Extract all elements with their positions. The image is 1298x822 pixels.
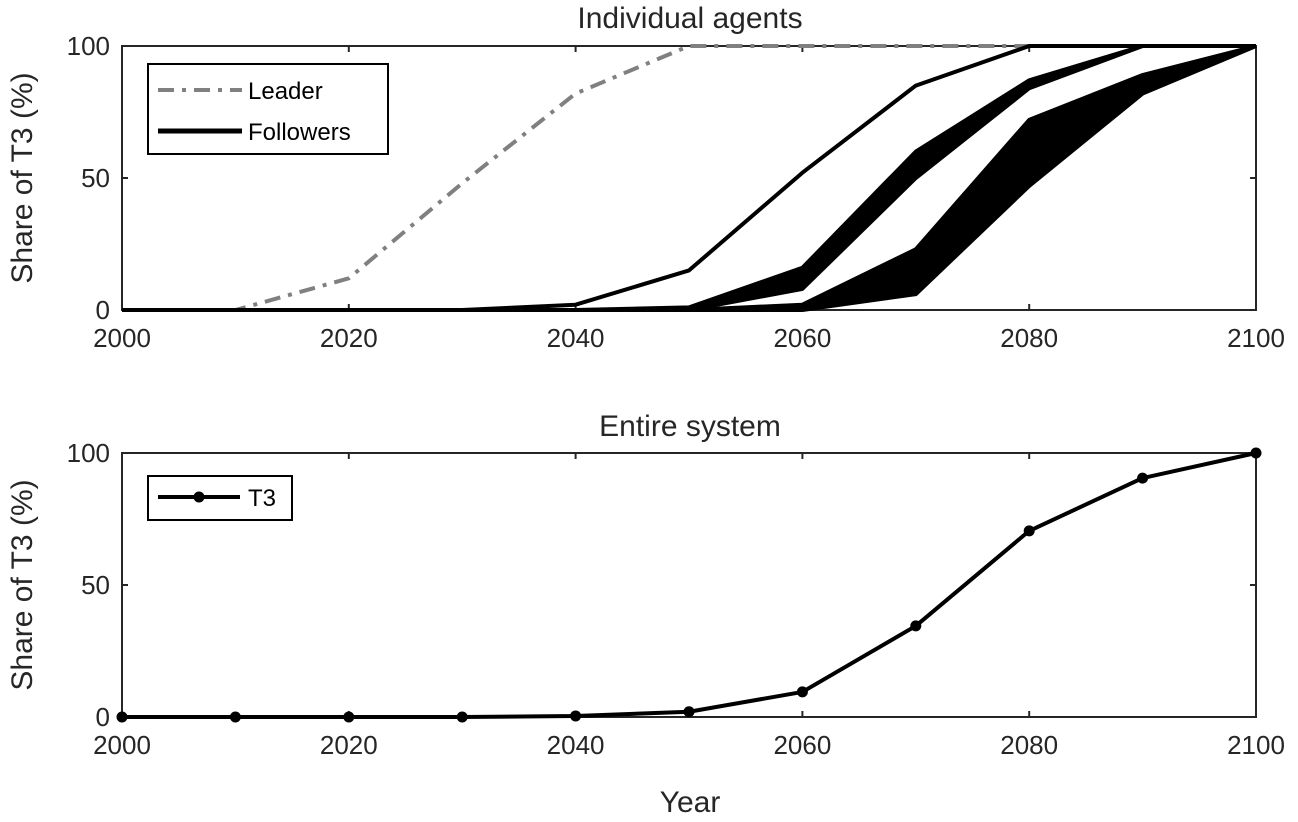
data-point bbox=[570, 710, 582, 722]
panel-entire-system: Entire system Share of T3 (%) Year 2000 2… bbox=[6, 410, 1285, 819]
series-line-followers-6 bbox=[122, 44, 1257, 312]
x-tick-label: 2000 bbox=[93, 730, 151, 760]
legend-marker-t3 bbox=[193, 491, 205, 503]
y-tick-label: 50 bbox=[81, 570, 110, 600]
data-point bbox=[683, 706, 695, 718]
x-tick-label: 2040 bbox=[547, 323, 605, 353]
chart-title: Entire system bbox=[599, 410, 781, 443]
data-point bbox=[229, 711, 241, 723]
legend-box bbox=[147, 63, 389, 155]
x-axis-label: Year bbox=[660, 786, 721, 819]
y-tick-label: 100 bbox=[67, 31, 110, 61]
data-point bbox=[456, 711, 468, 723]
data-point bbox=[910, 620, 922, 632]
x-tick-label: 2000 bbox=[93, 323, 151, 353]
panel-individual-agents: Individual agents Share of T3 (%) 2000 20… bbox=[6, 2, 1285, 353]
data-point bbox=[1137, 472, 1149, 484]
chart-title: Individual agents bbox=[577, 2, 802, 35]
legend: Leader Followers bbox=[147, 63, 389, 155]
plot-area: 2000 2020 2040 2060 2080 2100 0 50 100 bbox=[67, 31, 1285, 353]
y-tick-label: 100 bbox=[67, 438, 110, 468]
x-tick-label: 2080 bbox=[1000, 730, 1058, 760]
x-tick-label: 2020 bbox=[320, 730, 378, 760]
y-tick-label: 50 bbox=[81, 163, 110, 193]
y-tick-label: 0 bbox=[96, 702, 110, 732]
x-tick-label: 2080 bbox=[1000, 323, 1058, 353]
data-point bbox=[343, 711, 355, 723]
y-tick-label: 0 bbox=[96, 295, 110, 325]
data-point bbox=[796, 686, 808, 698]
x-tick-label: 2060 bbox=[773, 323, 831, 353]
legend-label-followers: Followers bbox=[248, 119, 351, 146]
legend-label-t3: T3 bbox=[248, 485, 276, 512]
x-tick-label: 2020 bbox=[320, 323, 378, 353]
x-tick-label: 2100 bbox=[1227, 323, 1285, 353]
plot-area: 2000 2020 2040 2060 2080 2100 0 50 100 bbox=[67, 438, 1285, 760]
legend-label-leader: Leader bbox=[248, 78, 323, 105]
y-axis-label: Share of T3 (%) bbox=[6, 479, 39, 690]
legend: T3 bbox=[147, 475, 293, 521]
data-point bbox=[1023, 525, 1035, 537]
data-point bbox=[116, 711, 128, 723]
y-axis-label: Share of T3 (%) bbox=[6, 72, 39, 283]
x-tick-label: 2100 bbox=[1227, 730, 1285, 760]
series-line-leader-1 bbox=[122, 44, 1256, 312]
data-point bbox=[1250, 447, 1262, 459]
x-tick-label: 2060 bbox=[773, 730, 831, 760]
x-tick-label: 2040 bbox=[547, 730, 605, 760]
